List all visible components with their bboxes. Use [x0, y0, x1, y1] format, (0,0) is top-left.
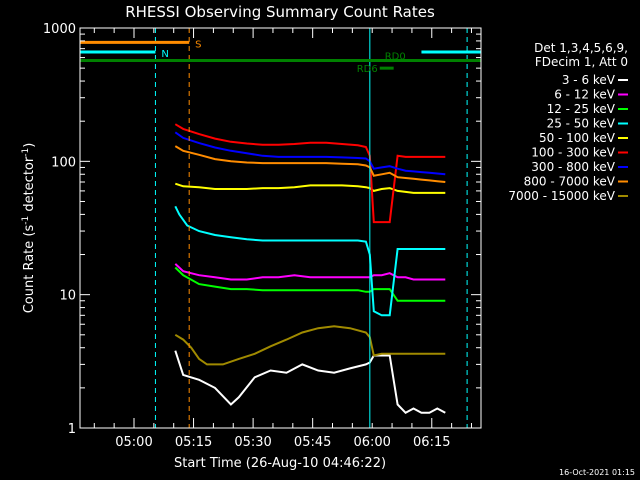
legend-header-line-2: FDecim 1, Att 0: [535, 55, 628, 69]
legend-label-8: 7000 - 15000 keV: [508, 189, 615, 203]
x-tick-label-2: 05:30: [234, 435, 271, 450]
series-line-4: [174, 182, 446, 194]
legend: Det 1,3,4,5,6,9, FDecim 1, Att 0 3 - 6 k…: [508, 41, 628, 203]
y-tick-label-2: 100: [51, 155, 76, 170]
legend-label-5: 100 - 300 keV: [531, 146, 615, 160]
y-tick-label-1: 10: [59, 289, 76, 304]
axes-layer: 1 10 100 1000 05:00 05:15 05:30 05:45 06:00 06:15: [43, 22, 481, 450]
legend-header-line-1: Det 1,3,4,5,6,9,: [534, 41, 628, 55]
plot-frame: [79, 27, 482, 429]
state-segment-label-1: N: [161, 49, 168, 60]
series-line-1: [174, 263, 446, 281]
x-axis-label: Start Time (26-Aug-10 04:46:22): [174, 456, 386, 471]
legend-label-2: 12 - 25 keV: [547, 102, 616, 116]
decim-marker-label-1: RD0: [385, 52, 406, 63]
decim-marker-label-0: RD6: [357, 64, 378, 75]
legend-label-3: 25 - 50 keV: [547, 117, 616, 131]
y-tick-label-3: 1000: [43, 22, 76, 37]
legend-label-0: 3 - 6 keV: [562, 73, 616, 87]
overlay-layer: S N RD6 RD0: [80, 28, 481, 428]
chart-title: RHESSI Observing Summary Count Rates: [125, 3, 435, 21]
y-axis-label-sup1: -1: [21, 216, 31, 225]
series-line-5: [174, 123, 446, 224]
series-line-6: [174, 131, 446, 176]
x-tick-label-4: 06:00: [353, 435, 390, 450]
series-layer: [174, 123, 446, 415]
series-line-7: [174, 145, 446, 183]
series-line-3: [174, 205, 446, 317]
legend-label-1: 6 - 12 keV: [554, 88, 616, 102]
x-tick-label-5: 06:15: [413, 435, 450, 450]
legend-label-6: 300 - 800 keV: [531, 160, 615, 174]
x-tick-label-1: 05:15: [175, 435, 212, 450]
legend-label-4: 50 - 100 keV: [539, 131, 616, 145]
x-tick-label-0: 05:00: [115, 435, 152, 450]
legend-label-7: 800 - 7000 keV: [524, 175, 616, 189]
series-line-2: [174, 266, 446, 302]
y-axis-label-main: Count Rate (s: [22, 225, 37, 314]
series-line-0: [174, 350, 446, 415]
y-axis-label-sup2: -1: [21, 148, 31, 157]
y-tick-label-0: 1: [68, 422, 76, 437]
y-axis-label-end: ): [22, 143, 37, 148]
y-axis-label-mid: detector: [22, 156, 37, 216]
state-segment-label-0: S: [195, 39, 201, 50]
y-axis-label: Count Rate (s-1 detector-1): [21, 143, 37, 314]
series-line-8: [174, 325, 446, 366]
x-tick-label-3: 05:45: [294, 435, 331, 450]
footer-date: 16-Oct-2021 01:15: [559, 468, 635, 477]
